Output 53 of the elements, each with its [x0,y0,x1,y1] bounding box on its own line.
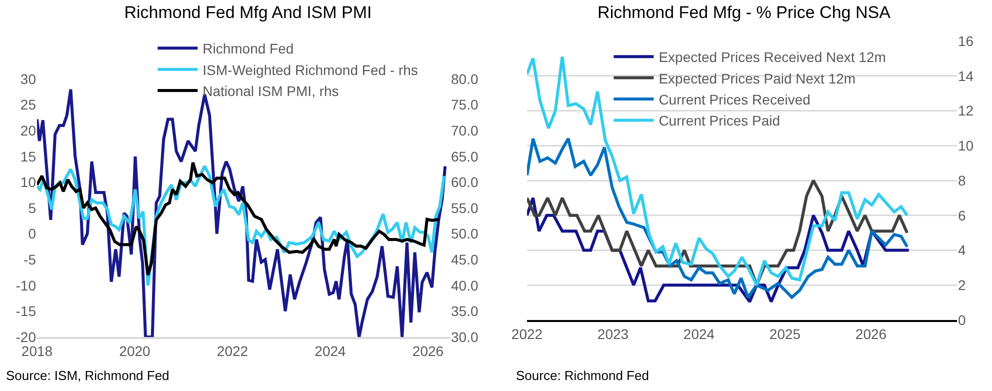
y-tick-label: 10 [20,174,36,190]
y2-tick-label: 50.0 [451,226,478,242]
legend-label: Richmond Fed [202,40,294,57]
y-tick-label: 5 [28,200,36,216]
x-tick-label: 2022 [511,326,543,342]
source-note: Source: Richmond Fed [516,368,649,383]
y2-tick-label: 40.0 [451,277,478,294]
chart-title: Richmond Fed Mfg And ISM PMI [124,2,372,22]
y2-tick-label: 80.0 [451,70,478,87]
y-tick-label: -15 [16,303,36,320]
x-tick-label: 2024 [683,326,715,342]
x-tick-label: 2026 [412,342,444,359]
x-tick-label: 2024 [314,342,346,359]
legend-label: Expected Prices Received Next 12m [658,49,886,66]
legend-label: Expected Prices Paid Next 12m [658,70,856,86]
y2-tick-label: 55.0 [451,200,478,216]
y-tick-label: 16 [958,32,974,49]
legend-label: Current Prices Received [658,91,810,108]
x-tick-label: 2020 [119,342,151,359]
y-tick-label: -5 [24,252,36,268]
y-tick-label: 2 [958,277,966,294]
x-tick-label: 2022 [216,342,248,359]
y2-tick-label: 70.0 [451,122,478,138]
y-tick-label: 4 [958,242,966,258]
y-tick-label: 8 [958,172,966,188]
y-tick-label: -10 [16,277,36,294]
source-note: Source: ISM, Richmond Fed [6,368,170,383]
legend-label: ISM-Weighted Richmond Fed - rhs [202,62,418,78]
y-tick-label: 20 [20,122,36,138]
y-tick-label: 6 [958,207,966,224]
legend-label: Current Prices Paid [658,112,780,129]
y2-tick-label: 35.0 [451,303,478,320]
y-tick-label: 10 [958,138,974,154]
legend-label: National ISM PMI, rhs [202,83,339,100]
y2-tick-label: 60.0 [451,174,478,190]
y2-tick-label: 30.0 [451,328,478,345]
y2-tick-label: 75.0 [451,96,478,113]
chart-title: Richmond Fed Mfg - % Price Chg NSA [598,2,892,22]
x-tick-label: 2026 [855,326,887,342]
y-tick-label: 14 [958,68,974,84]
y-tick-label: 0 [958,312,966,328]
y-tick-label: 0 [28,226,36,242]
x-tick-label: 2023 [597,326,629,342]
y-tick-label: 12 [958,102,974,119]
y2-tick-label: 45.0 [451,252,478,268]
y-tick-label: 15 [20,148,36,164]
y-tick-label: 30 [20,70,36,87]
y2-tick-label: 65.0 [451,148,478,164]
y-tick-label: 25 [20,96,36,113]
line-series [527,137,909,299]
x-tick-label: 2018 [21,342,53,359]
x-tick-label: 2025 [769,326,801,342]
y-tick-label: -20 [16,328,36,345]
